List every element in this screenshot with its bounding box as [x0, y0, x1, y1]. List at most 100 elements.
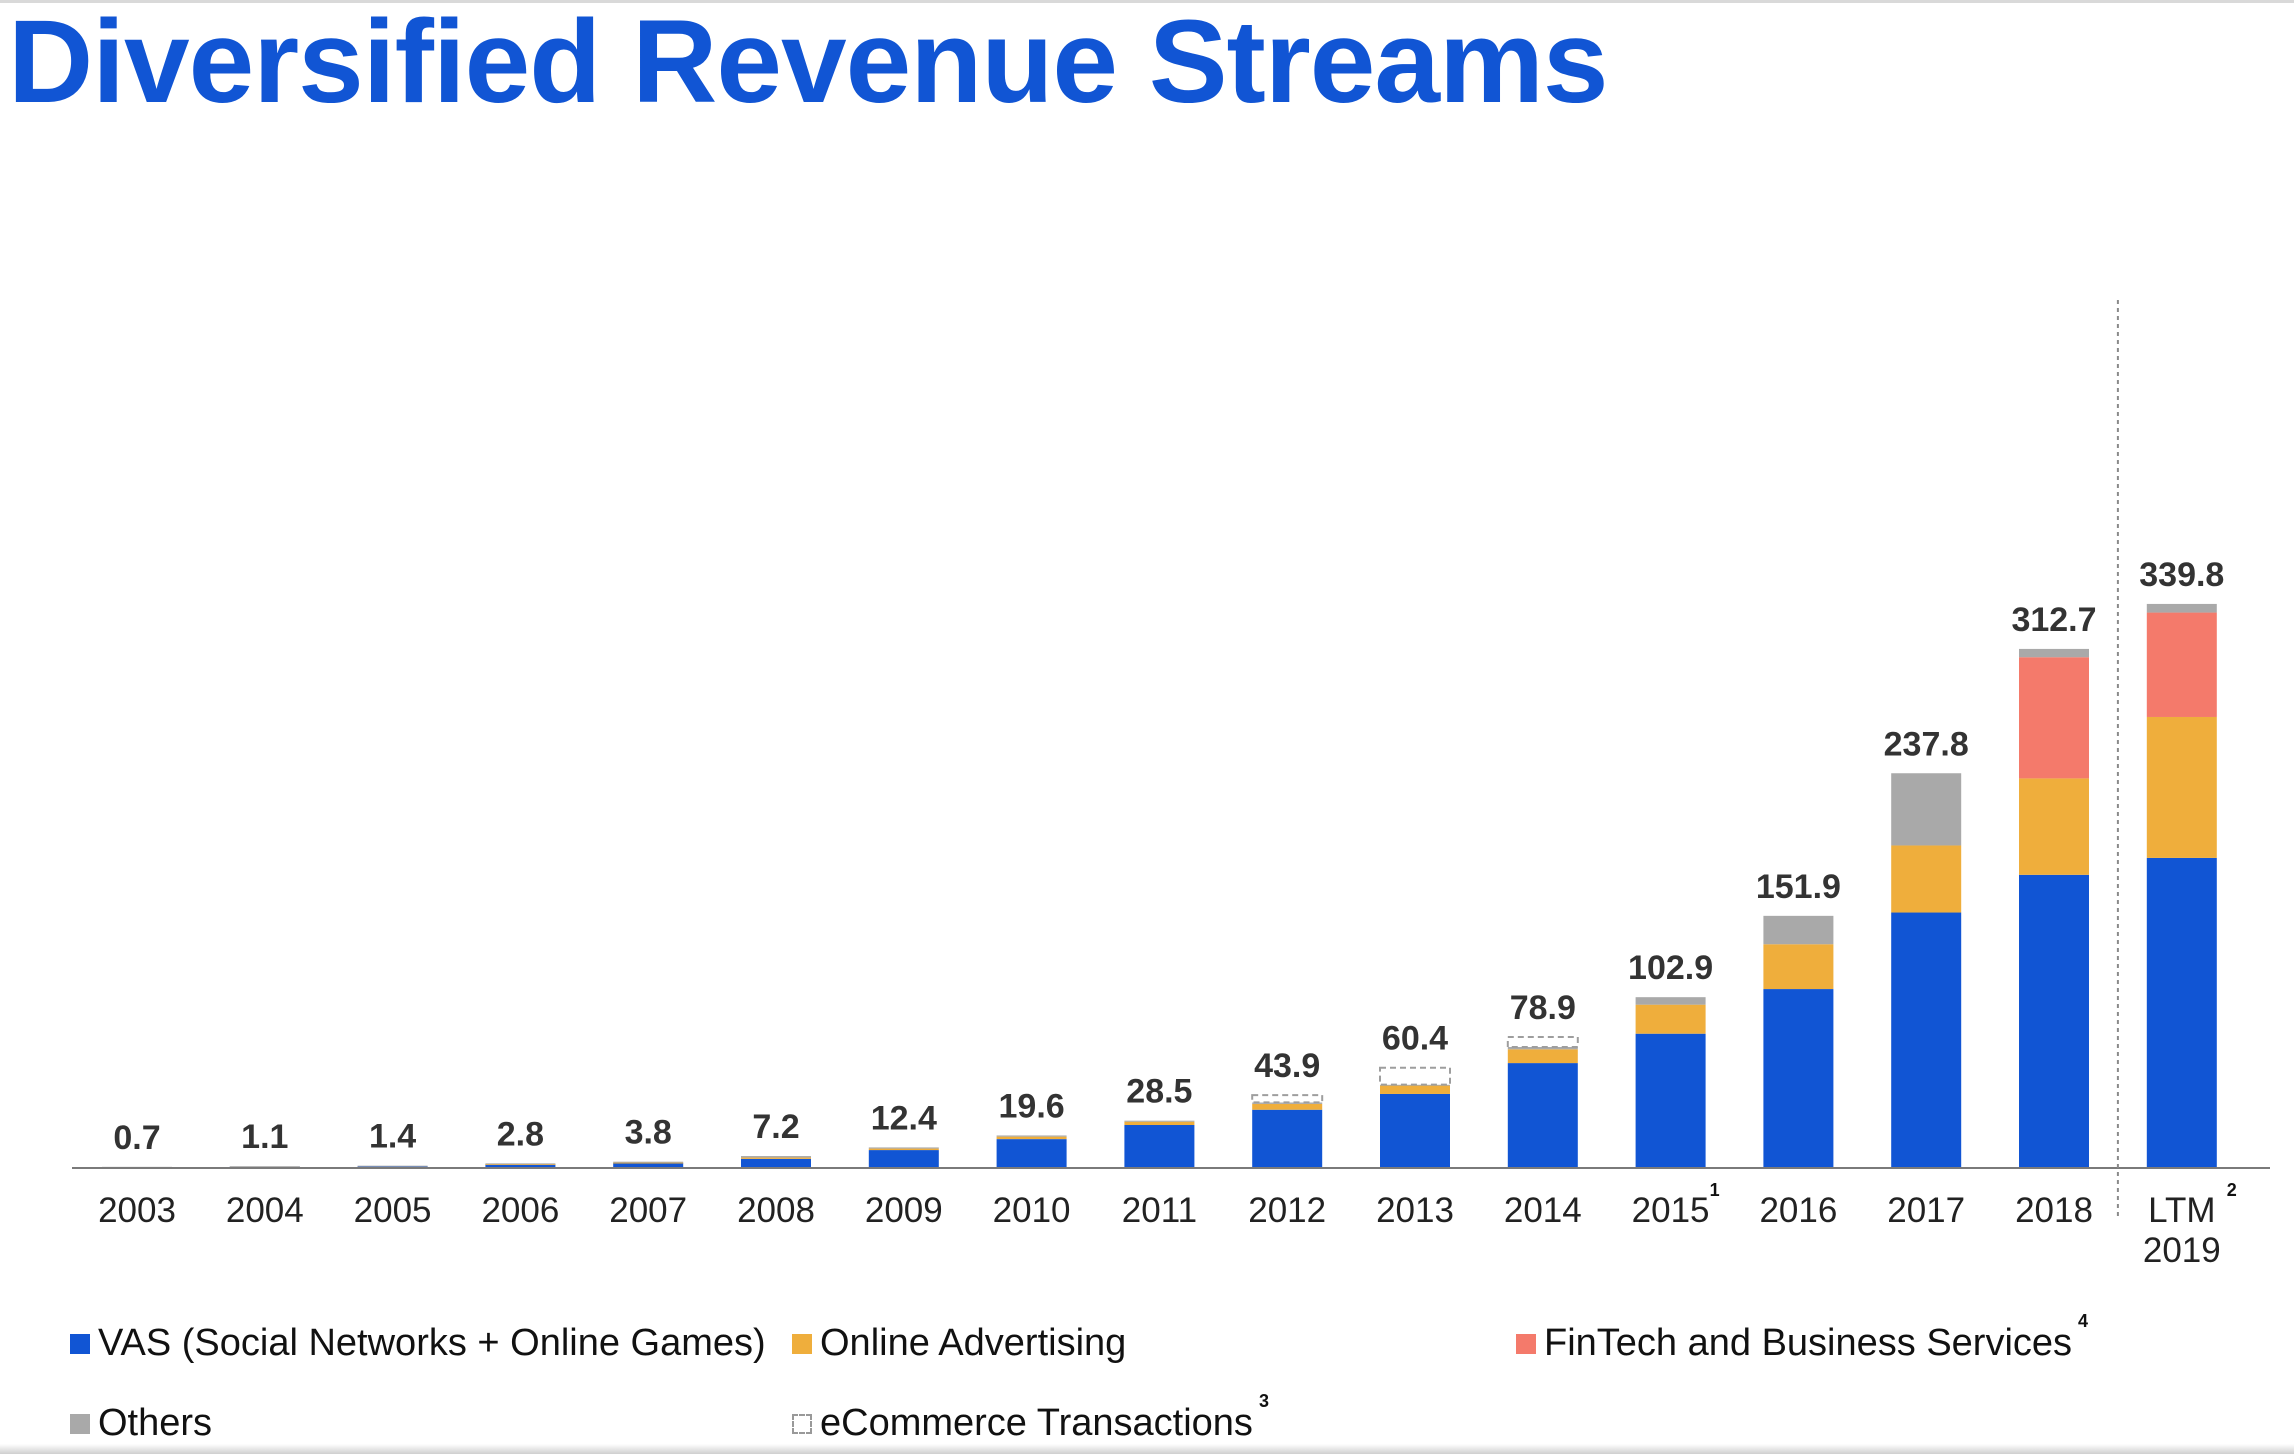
bar-segment-advertising — [1507, 1049, 1578, 1064]
legend-vas: VAS (Social Networks + Online Games) — [70, 1322, 766, 1365]
data-label: 1.1 — [241, 1118, 288, 1156]
legend-label-others: Others — [98, 1402, 213, 1444]
bar-segment-advertising — [2146, 716, 2217, 858]
data-label: 78.9 — [1510, 989, 1576, 1027]
bar-segment-advertising — [1635, 1004, 1706, 1034]
bar-segment-others — [485, 1163, 556, 1165]
bar-segment-advertising — [2019, 778, 2089, 875]
bottom-edge — [0, 1444, 2294, 1454]
bar-segment-vas — [1124, 1125, 1195, 1168]
bar-segment-vas — [1252, 1109, 1323, 1168]
bar-segment-ecommerce — [1251, 1094, 1324, 1104]
bar-segment-vas — [1635, 1033, 1706, 1168]
bar-segment-advertising — [1763, 944, 1834, 990]
bar-segment-others — [868, 1147, 939, 1149]
bar-segment-others — [357, 1165, 428, 1167]
legend-swatch-ecommerce — [792, 1413, 812, 1434]
top-rule — [0, 0, 2294, 3]
data-label: 2.8 — [497, 1115, 544, 1153]
bar-segment-advertising — [741, 1157, 811, 1159]
bar-segment-others — [2019, 648, 2089, 658]
x-tick-label: 2010 — [993, 1191, 1071, 1230]
data-label: 28.5 — [1126, 1073, 1192, 1111]
x-tick-label: 2004 — [226, 1191, 304, 1230]
bar-segment-advertising — [613, 1162, 684, 1164]
legend-label-fintech: FinTech and Business Services — [1544, 1322, 2073, 1364]
bar-segment-others — [1891, 773, 1962, 846]
bar-segment-vas — [1763, 989, 1834, 1168]
footnote-marker: 1 — [1710, 1180, 1720, 1200]
legend-label-ecommerce: eCommerce Transactions — [820, 1402, 1253, 1444]
bar-segment-others — [613, 1161, 684, 1163]
x-tick-label: 2014 — [1504, 1191, 1582, 1230]
legend-others: Others — [70, 1402, 212, 1445]
data-label: 312.7 — [2011, 601, 2096, 639]
x-tick-label: 2017 — [1887, 1191, 1965, 1230]
bar-segment-advertising — [485, 1164, 556, 1166]
bar-segment-vas — [1507, 1063, 1578, 1168]
x-tick-label: 2012 — [1248, 1191, 1326, 1230]
legend-label-vas: VAS (Social Networks + Online Games) — [98, 1322, 766, 1364]
x-tick-label: 2005 — [354, 1191, 432, 1230]
x-tick-label: 2013 — [1376, 1191, 1454, 1230]
bar-segment-vas — [996, 1139, 1067, 1168]
bar-segment-advertising — [1252, 1103, 1323, 1110]
bar-segment-vas — [1891, 912, 1962, 1168]
data-label: 12.4 — [871, 1099, 937, 1137]
x-tick-label: 2015 — [1632, 1191, 1710, 1230]
data-label: 3.8 — [625, 1114, 672, 1152]
bar-segment-fintech — [2019, 657, 2089, 779]
data-label: 19.6 — [999, 1087, 1065, 1125]
bar-segment-others — [2146, 603, 2217, 613]
footnote-marker: 3 — [1258, 1391, 1269, 1411]
data-label: 7.2 — [752, 1108, 799, 1146]
data-label: 339.8 — [2139, 556, 2224, 594]
data-label: 237.8 — [1884, 725, 1969, 763]
bar-segment-others — [1763, 915, 1834, 945]
x-tick-label: LTM — [2148, 1191, 2215, 1230]
data-label: 60.4 — [1382, 1020, 1448, 1058]
x-tick-label: 2018 — [2015, 1191, 2093, 1230]
bar-segment-vas — [2146, 857, 2217, 1168]
bar-segment-advertising — [868, 1148, 939, 1151]
x-tick-label: 2019 — [2143, 1231, 2221, 1270]
bar-segment-vas — [485, 1164, 556, 1168]
data-label: 102.9 — [1628, 949, 1713, 987]
x-tick-label: 2006 — [481, 1191, 559, 1230]
bar-segment-vas — [741, 1158, 811, 1168]
bar-segment-vas — [868, 1150, 939, 1168]
legend-fintech: FinTech and Business Services 4 — [1516, 1311, 2088, 1365]
bar-segment-advertising — [996, 1136, 1067, 1140]
footnote-marker: 2 — [2227, 1180, 2237, 1200]
x-tick-label: 2016 — [1759, 1191, 1837, 1230]
bar-segment-others — [741, 1156, 811, 1158]
bar-segment-advertising — [1380, 1085, 1450, 1094]
data-label: 151.9 — [1756, 868, 1841, 906]
x-tick-label: 2011 — [1122, 1191, 1197, 1230]
bar-segment-others — [1635, 997, 1706, 1005]
x-tick-label: 2007 — [609, 1191, 687, 1230]
x-tick-label: 2003 — [98, 1191, 176, 1230]
data-label: 1.4 — [369, 1118, 416, 1156]
legend-label-advertising: Online Advertising — [820, 1322, 1127, 1364]
page-title: Diversified Revenue Streams — [8, 0, 1609, 128]
bar-segment-vas — [2019, 874, 2089, 1168]
bar-segment-vas — [1380, 1093, 1450, 1168]
legend-swatch-fintech — [1516, 1333, 1536, 1354]
legend-ecommerce: eCommerce Transactions 3 — [792, 1391, 1269, 1445]
bar-segment-ecommerce — [1506, 1036, 1579, 1048]
legend-advertising: Online Advertising — [792, 1322, 1126, 1365]
data-label: 0.7 — [113, 1119, 160, 1157]
x-tick-label: 2009 — [865, 1191, 943, 1230]
footnote-marker: 4 — [2078, 1311, 2089, 1331]
legend-swatch-advertising — [792, 1333, 812, 1354]
bar-segment-ecommerce — [1379, 1066, 1451, 1086]
bar-segment-advertising — [1124, 1121, 1195, 1126]
bar-segment-others — [1124, 1120, 1195, 1122]
bar-segment-fintech — [2146, 612, 2217, 717]
bar-segment-others — [1507, 1046, 1578, 1050]
bar-segment-vas — [613, 1163, 684, 1168]
bar-segment-others — [229, 1166, 300, 1168]
data-label: 43.9 — [1254, 1047, 1320, 1085]
